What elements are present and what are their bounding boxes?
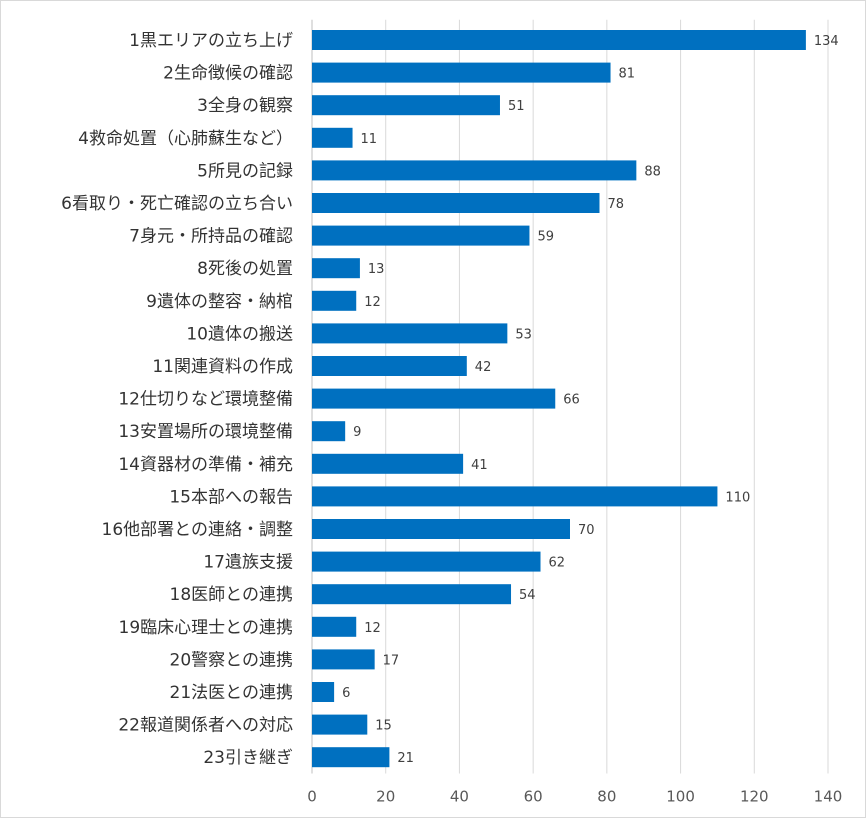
- data-label: 81: [619, 67, 636, 82]
- data-label: 11: [361, 132, 378, 147]
- category-label: 12仕切りなど環境整備: [118, 390, 293, 410]
- category-label: 18医師との連携: [170, 585, 293, 605]
- category-label: 11関連資料の作成: [152, 357, 293, 377]
- x-tick-label: 60: [524, 788, 543, 806]
- category-labels: 1黒エリアの立ち上げ 2生命徴候の確認 3全身の観察 4救命処置（心肺蘇生など） 5所見…: [61, 31, 293, 768]
- category-label: 9遺体の整容・納棺: [146, 292, 293, 312]
- data-label: 78: [607, 197, 624, 212]
- data-label: 6: [342, 686, 350, 701]
- category-label: 6看取り・死亡確認の立ち合い: [61, 194, 293, 214]
- bar: [312, 714, 368, 735]
- bar: [312, 323, 508, 344]
- data-label: 21: [397, 751, 414, 766]
- data-label: 17: [383, 653, 400, 668]
- category-label: 19臨床心理士との連携: [119, 618, 293, 638]
- category-label: 21法医との連携: [170, 683, 293, 703]
- data-label: 88: [644, 164, 661, 179]
- bar: [312, 616, 357, 637]
- bar: [312, 486, 718, 507]
- category-label: 14資器材の準備・補充: [118, 455, 293, 475]
- data-label: 13: [368, 262, 385, 277]
- data-label: 15: [375, 719, 392, 734]
- bar: [312, 225, 530, 246]
- bar: [312, 193, 600, 213]
- bar: [312, 584, 512, 605]
- x-tick-label: 120: [740, 788, 769, 806]
- x-tick-label: 20: [376, 788, 395, 806]
- data-label: 12: [364, 621, 381, 636]
- data-label: 42: [475, 360, 492, 375]
- x-tick-label: 100: [666, 788, 695, 806]
- category-label: 17遺族支援: [203, 553, 293, 573]
- data-label: 66: [563, 393, 580, 408]
- data-label: 51: [508, 99, 525, 114]
- x-axis-ticks: 0 20 40 60 80 100 120 140: [307, 788, 842, 806]
- bars: [312, 30, 806, 768]
- bar: [312, 747, 390, 768]
- data-label: 41: [471, 458, 488, 473]
- x-tick-label: 40: [450, 788, 469, 806]
- category-label: 22報道関係者への対応: [118, 716, 293, 736]
- bar: [312, 649, 375, 670]
- category-label: 5所見の記録: [197, 161, 293, 181]
- bar: [312, 62, 611, 83]
- x-tick-label: 140: [814, 788, 843, 806]
- bar: [312, 290, 357, 311]
- bar: [312, 682, 335, 702]
- data-label: 70: [578, 523, 595, 538]
- bar: [312, 453, 464, 474]
- category-label: 16他部署との連絡・調整: [102, 520, 293, 540]
- category-label: 10遺体の搬送: [186, 324, 293, 344]
- x-tick-label: 0: [307, 788, 317, 806]
- category-label: 2生命徴候の確認: [163, 64, 293, 84]
- bar: [312, 388, 556, 409]
- data-label: 134: [814, 34, 839, 49]
- data-label: 54: [519, 588, 536, 603]
- data-label: 12: [364, 295, 381, 310]
- category-label: 23引き継ぎ: [203, 748, 293, 768]
- bar: [312, 160, 637, 181]
- category-label: 8死後の処置: [197, 259, 293, 279]
- category-label: 13安置場所の環境整備: [118, 422, 293, 442]
- bar: [312, 421, 346, 442]
- data-label: 110: [725, 490, 750, 505]
- category-label: 20警察との連携: [170, 650, 293, 670]
- bar: [312, 356, 467, 376]
- data-label: 62: [549, 556, 566, 571]
- data-label: 9: [353, 425, 361, 440]
- bar: [312, 519, 570, 539]
- category-label: 1黒エリアの立ち上げ: [129, 31, 293, 51]
- bar: [312, 551, 541, 572]
- data-labels: 134 81 51 11 88 78 59 13 12 53 42 66 9 41 110 70 62 54 12 1…: [342, 34, 839, 766]
- bar: [312, 127, 353, 148]
- category-label: 4救命処置（心肺蘇生など）: [78, 129, 293, 149]
- bar: [312, 258, 360, 279]
- bar: [312, 30, 806, 50]
- category-label: 3全身の観察: [197, 96, 293, 116]
- data-label: 59: [537, 230, 554, 245]
- bar: [312, 95, 500, 116]
- x-tick-label: 80: [597, 788, 616, 806]
- data-label: 53: [515, 327, 532, 342]
- category-label: 15本部への報告: [169, 487, 293, 507]
- category-label: 7身元・所持品の確認: [129, 227, 293, 247]
